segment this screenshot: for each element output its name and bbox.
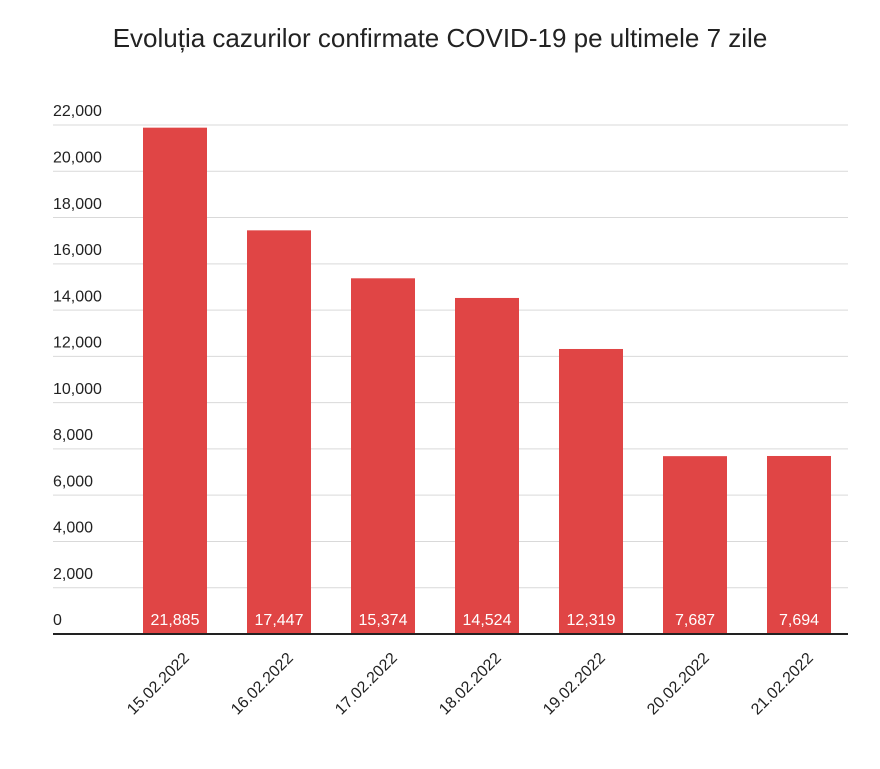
- y-tick-label: 18,000: [53, 196, 102, 213]
- value-label: 7,687: [675, 612, 715, 629]
- bar: [455, 297, 519, 634]
- x-tick-label: 21.02.2022: [748, 650, 817, 719]
- value-label: 7,694: [779, 612, 819, 629]
- value-label: 17,447: [255, 612, 304, 629]
- value-label: 15,374: [359, 612, 408, 629]
- bar: [247, 230, 311, 635]
- x-tick-label: 20.02.2022: [644, 650, 713, 719]
- y-tick-label: 22,000: [53, 103, 102, 120]
- y-tick-label: 4,000: [53, 520, 93, 537]
- y-tick-label: 14,000: [53, 288, 102, 305]
- bar: [143, 127, 207, 635]
- x-tick-label: 18.02.2022: [436, 650, 505, 719]
- value-label: 14,524: [463, 612, 512, 629]
- y-tick-label: 8,000: [53, 427, 93, 444]
- bar: [767, 455, 831, 634]
- y-tick-label: 10,000: [53, 381, 102, 398]
- bar: [663, 456, 727, 634]
- x-tick-label: 16.02.2022: [228, 650, 297, 719]
- y-tick-label: 12,000: [53, 335, 102, 352]
- x-tick-label: 19.02.2022: [540, 650, 609, 719]
- value-label: 21,885: [151, 612, 200, 629]
- value-label: 12,319: [567, 612, 616, 629]
- x-tick-label: 17.02.2022: [332, 650, 401, 719]
- x-tick-label: 15.02.2022: [124, 650, 193, 719]
- bar: [559, 348, 623, 634]
- y-tick-label: 20,000: [53, 149, 102, 166]
- y-tick-label: 2,000: [53, 566, 93, 583]
- y-tick-label: 0: [53, 612, 62, 629]
- bar: [351, 278, 415, 634]
- chart-title: Evoluția cazurilor confirmate COVID-19 p…: [113, 23, 768, 53]
- y-tick-label: 6,000: [53, 473, 93, 490]
- y-tick-label: 16,000: [53, 242, 102, 259]
